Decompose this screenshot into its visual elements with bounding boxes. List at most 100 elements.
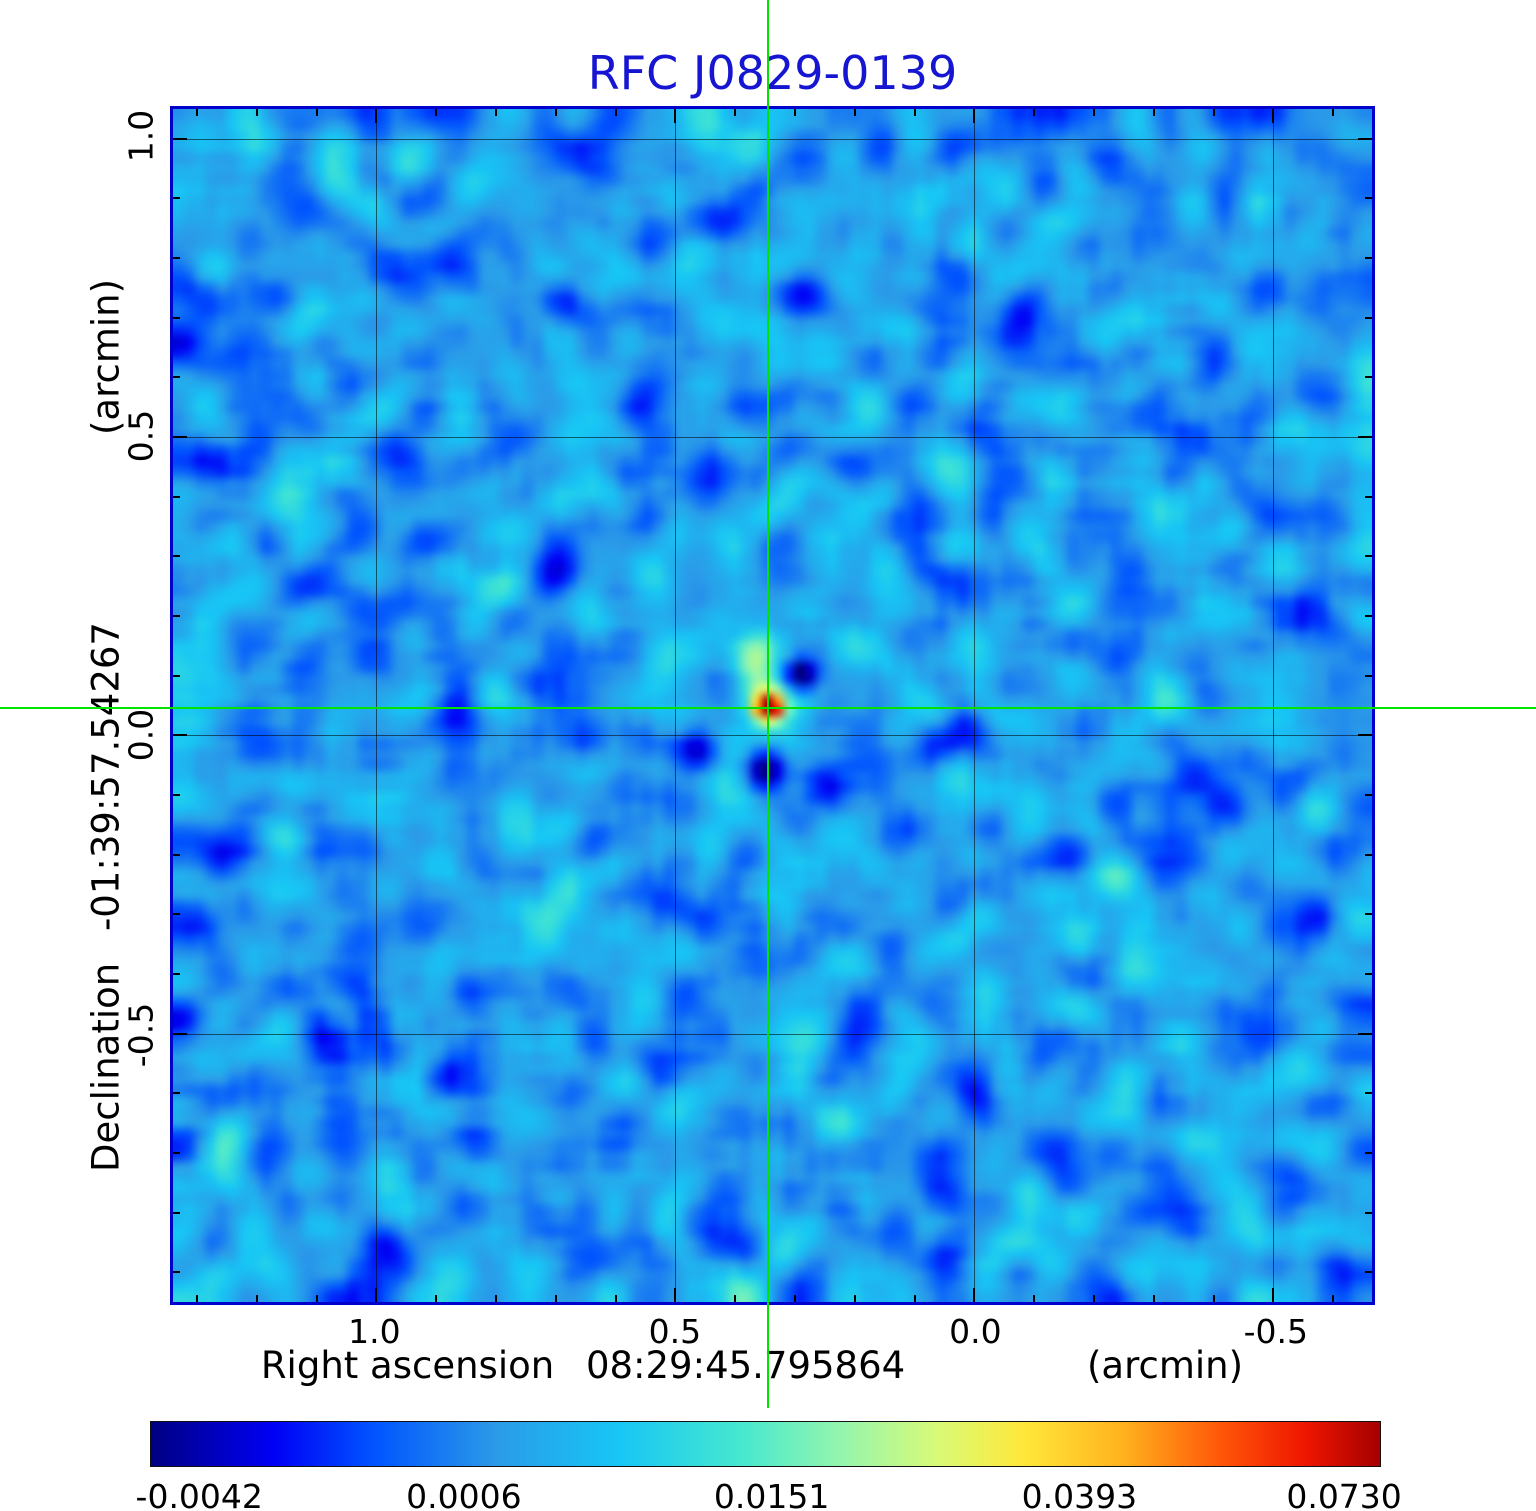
axis-tick-mark [173,1271,180,1274]
y-gridline [173,138,1372,140]
axis-tick-mark [1332,109,1335,116]
crosshair-vertical-line [766,0,769,1408]
axis-tick-mark [1365,555,1372,558]
axis-tick-mark [173,734,187,737]
colorbar-tick-label: 0.0730 [1286,1477,1402,1511]
axis-tick-mark [173,972,180,975]
axis-tick-mark [1365,972,1372,975]
y-gridline [173,1033,1372,1035]
axis-tick-mark [1365,316,1372,319]
axis-tick-mark [435,1295,438,1302]
y-gridline [173,437,1372,439]
sky-map-canvas [173,109,1372,1302]
axis-tick-mark [1365,376,1372,379]
axis-tick-mark [255,109,258,116]
axis-tick-mark [973,109,976,123]
axis-tick-mark [1152,1295,1155,1302]
axis-tick-mark [255,1295,258,1302]
axis-tick-mark [375,1288,378,1302]
axis-tick-mark [1272,109,1275,123]
axis-tick-mark [614,109,617,116]
x-axis-label: Right ascension 08:29:45.795864 [261,1344,905,1387]
grid-overlay [173,109,1372,1302]
axis-tick-mark [734,1295,737,1302]
axis-tick-mark [173,1151,180,1154]
axis-tick-mark [315,109,318,116]
axis-tick-mark [173,1211,180,1214]
y-tick-label: 0.5 [121,409,161,462]
axis-tick-mark [1365,1211,1372,1214]
axis-tick-mark [1092,109,1095,116]
colorbar-tick-label: -0.0042 [135,1477,263,1511]
axis-tick-mark [1033,109,1036,116]
axis-tick-mark [734,109,737,116]
x-axis-unit: (arcmin) [1086,1344,1244,1387]
axis-tick-mark [1365,495,1372,498]
axis-tick-mark [674,109,677,123]
axis-tick-mark [913,1295,916,1302]
axis-tick-mark [853,1295,856,1302]
y-axis-coordinate: -01:39:57.54267 [84,622,128,932]
figure-title: RFC J0829-0139 [587,46,958,100]
axis-tick-mark [195,1295,198,1302]
axis-tick-mark [173,913,180,916]
axis-tick-mark [494,1295,497,1302]
axis-tick-mark [173,376,180,379]
axis-tick-mark [1212,1295,1215,1302]
x-axis-coordinate: 08:29:45.795864 [585,1344,906,1387]
y-tick-label: 0.0 [121,709,161,762]
axis-tick-mark [173,197,180,200]
colorbar-tick-label: 0.0393 [1021,1477,1138,1511]
axis-tick-mark [1272,1288,1275,1302]
axis-tick-mark [1332,1295,1335,1302]
axis-tick-mark [554,109,557,116]
axis-tick-mark [173,257,180,260]
axis-tick-mark [1358,1032,1372,1035]
x-gridline [675,109,677,1302]
axis-tick-mark [173,674,180,677]
axis-tick-mark [494,109,497,116]
axis-tick-mark [315,1295,318,1302]
axis-tick-mark [1365,197,1372,200]
y-gridline [173,735,1372,737]
axis-tick-mark [1365,257,1372,260]
axis-tick-mark [1365,913,1372,916]
axis-tick-mark [173,316,180,319]
x-tick-label: -0.5 [1243,1312,1309,1351]
x-tick-label: 0.0 [949,1312,1002,1351]
colorbar-tick-label: 0.0151 [713,1477,830,1511]
y-tick-label: 1.0 [121,109,161,163]
axis-tick-mark [173,1092,180,1095]
axis-tick-mark [1365,1092,1372,1095]
axis-tick-mark [1365,1151,1372,1154]
axis-tick-mark [1365,615,1372,618]
axis-tick-mark [1365,853,1372,856]
axis-tick-mark [173,793,180,796]
x-gridline [974,109,976,1302]
axis-tick-mark [173,495,180,498]
y-axis-name: Declination [84,962,128,1172]
axis-tick-mark [173,1032,187,1035]
x-gridline [376,109,378,1302]
axis-tick-mark [1092,1295,1095,1302]
sky-map-plot [170,106,1375,1305]
axis-tick-mark [793,109,796,116]
axis-tick-mark [853,109,856,116]
axis-tick-mark [173,853,180,856]
axis-tick-mark [674,1288,677,1302]
x-tick-label: 1.0 [348,1312,401,1351]
axis-tick-mark [173,137,187,140]
axis-tick-mark [173,615,180,618]
axis-tick-mark [793,1295,796,1302]
axis-tick-mark [173,555,180,558]
axis-tick-mark [1212,109,1215,116]
axis-tick-mark [1358,734,1372,737]
axis-tick-mark [1365,674,1372,677]
axis-tick-mark [1365,793,1372,796]
axis-tick-mark [1358,137,1372,140]
axis-tick-mark [614,1295,617,1302]
axis-tick-mark [375,109,378,123]
x-tick-label: 0.5 [648,1312,702,1351]
colorbar [150,1421,1381,1467]
